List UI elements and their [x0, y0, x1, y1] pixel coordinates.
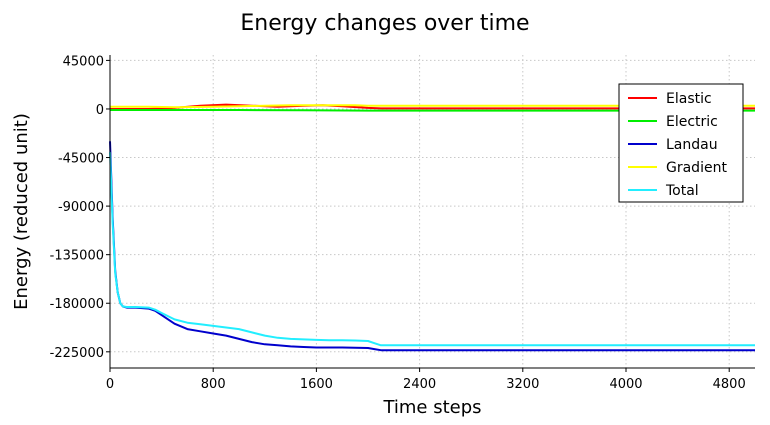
y-tick-label: 0 — [96, 103, 104, 118]
legend-label-landau: Landau — [666, 137, 718, 153]
y-axis-label: Energy (reduced unit) — [11, 113, 32, 310]
tick-labels: 45000 0 -45000 -90000 -135000 -180000 -225000 0… — [50, 54, 746, 392]
y-tick-label: -225000 — [50, 346, 104, 361]
series-line-gradient — [110, 104, 755, 109]
x-tick-label: 4800 — [713, 377, 746, 392]
legend-label-total: Total — [665, 183, 699, 199]
series-line-electric — [110, 109, 755, 112]
y-tick-label: -90000 — [58, 200, 104, 215]
legend-label-electric: Electric — [666, 114, 718, 130]
x-axis-label: Time steps — [382, 397, 481, 418]
x-tick-label: 3200 — [506, 377, 539, 392]
chart-title: Energy changes over time — [240, 11, 529, 36]
series-line-total — [109, 152, 755, 347]
x-tick-label: 0 — [106, 377, 114, 392]
y-tick-label: -180000 — [50, 297, 104, 312]
x-tick-label: 1600 — [300, 377, 333, 392]
x-tick-label: 4000 — [609, 377, 642, 392]
y-tick-label: -45000 — [58, 152, 104, 167]
x-tick-label: 2400 — [403, 377, 436, 392]
series-lines — [109, 103, 755, 352]
y-tick-label: 45000 — [63, 54, 104, 69]
axes — [109, 55, 755, 369]
y-tick-label: -135000 — [50, 249, 104, 264]
legend-label-gradient: Gradient — [666, 160, 727, 176]
legend: Elastic Electric Landau Gradient Total — [618, 83, 744, 203]
x-tick-label: 800 — [201, 377, 226, 392]
legend-label-elastic: Elastic — [666, 91, 712, 107]
